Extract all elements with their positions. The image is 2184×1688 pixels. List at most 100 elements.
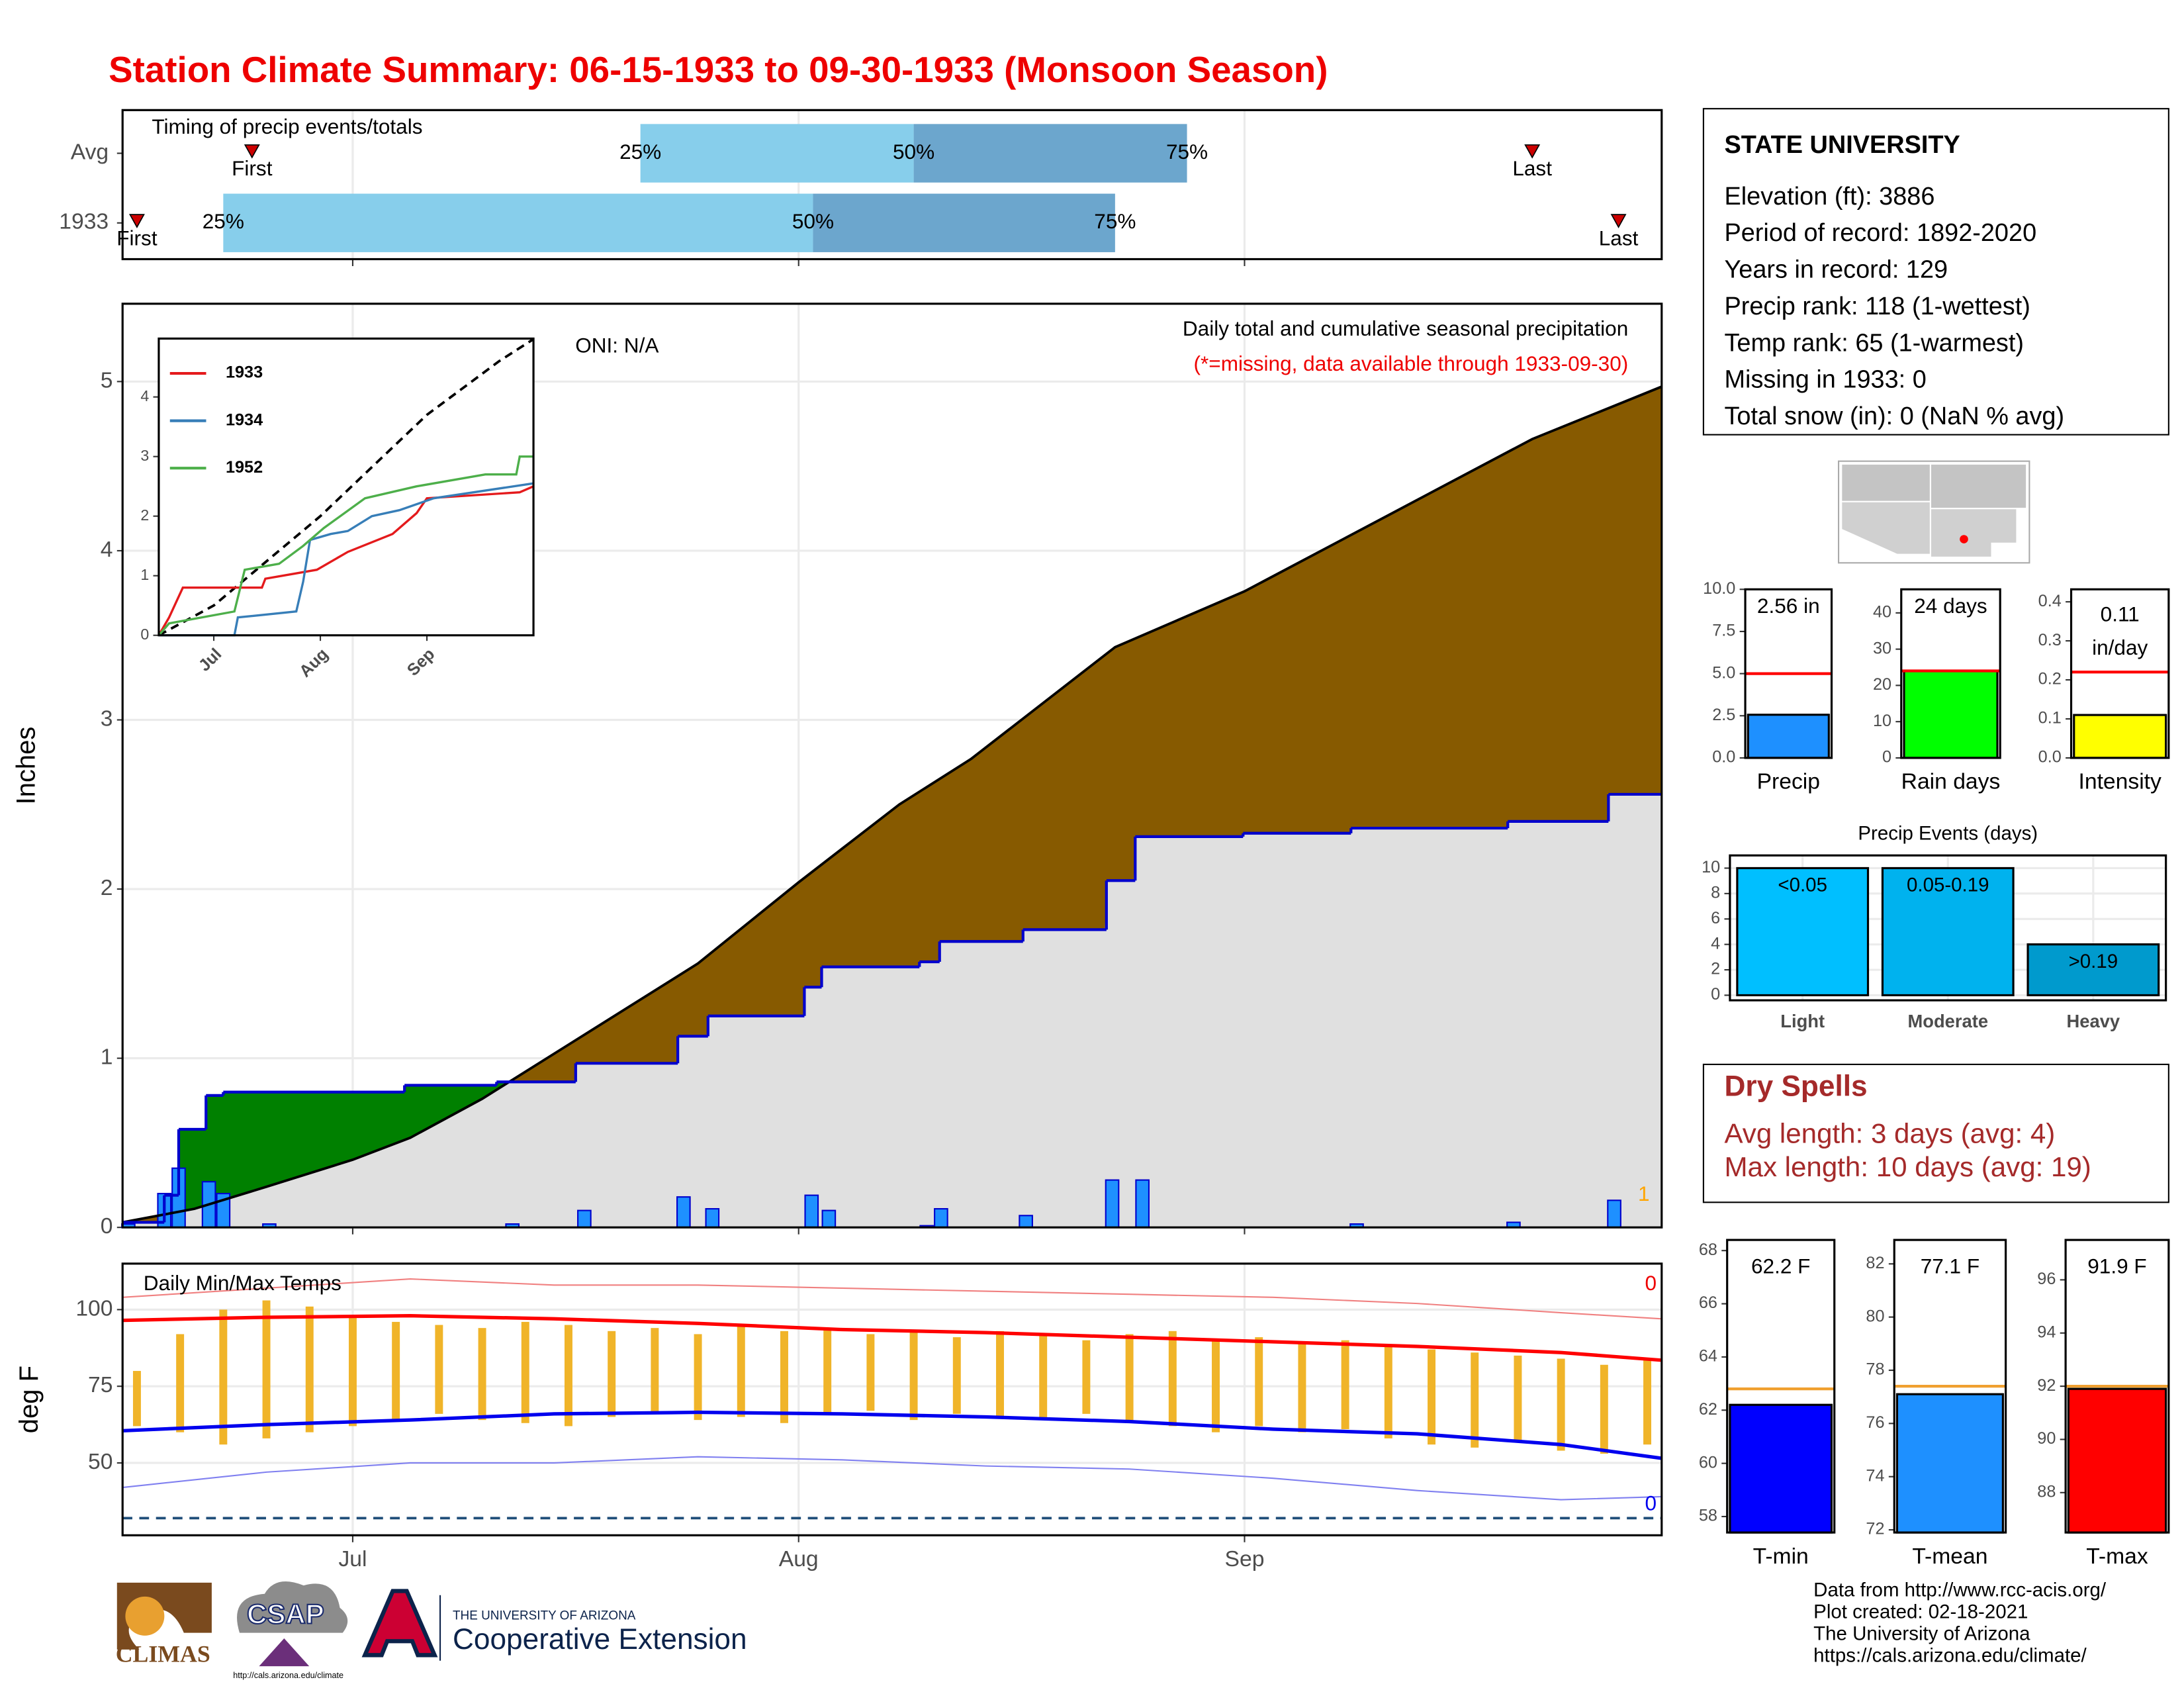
y-axis-title: deg F	[15, 1366, 44, 1433]
event-marker	[128, 214, 145, 228]
bin-label: 0.05-0.19	[1907, 874, 1989, 896]
daily-range	[1514, 1355, 1522, 1442]
csap-cloud	[237, 1581, 348, 1633]
station-dot	[1960, 535, 1968, 543]
bar	[1736, 867, 1870, 997]
daily-range	[1212, 1340, 1220, 1432]
summary-bar	[2067, 1387, 2167, 1534]
daily-range	[132, 1371, 141, 1427]
daily-range	[909, 1331, 918, 1421]
bin-label: >0.19	[2069, 951, 2118, 972]
station-line: Period of record: 1892-2020	[1724, 219, 2036, 247]
x-tick-label: Sep	[1225, 1547, 1265, 1571]
y-tick-label: 75	[88, 1373, 113, 1397]
daily-range	[219, 1309, 228, 1445]
dry-spells-title: Dry Spells	[1724, 1070, 1867, 1102]
station-title: STATE UNIVERSITY	[1724, 131, 1960, 159]
unit-label: in/day	[2092, 635, 2148, 659]
daily-bar	[705, 1208, 720, 1229]
footer-line: https://cals.arizona.edu/climate/	[1813, 1644, 2087, 1666]
dry-spells-line: Max length: 10 days (avg: 19)	[1724, 1151, 2091, 1182]
base-area	[122, 794, 1662, 1228]
y-tick-label: 62	[1699, 1400, 1717, 1419]
daily-bar	[934, 1208, 948, 1229]
daily-range	[608, 1331, 616, 1417]
daily-range	[1428, 1349, 1436, 1445]
y-tick-label: 4	[140, 387, 149, 404]
footer-line: The University of Arizona	[1813, 1622, 2030, 1644]
y-tick-label: 58	[1699, 1507, 1717, 1525]
daily-range	[1384, 1346, 1392, 1438]
daily-range	[392, 1321, 400, 1421]
daily-range	[780, 1331, 788, 1423]
page-title: Station Climate Summary: 06-15-1933 to 0…	[109, 49, 1328, 90]
quartile-bar	[913, 124, 1187, 183]
temp-line	[122, 1410, 1662, 1460]
y-tick-label: 10.0	[1703, 579, 1735, 598]
event-label: First	[232, 156, 273, 180]
quartile-label: 25%	[619, 140, 661, 164]
inset-bg	[158, 338, 534, 635]
quartile-bar	[223, 193, 813, 252]
dry-spells-line: Avg length: 3 days (avg: 4)	[1724, 1117, 2055, 1149]
summary-border	[2070, 588, 2170, 759]
ua-a	[361, 1589, 438, 1658]
y-tick-label: 0.3	[2038, 631, 2062, 649]
map-state	[1841, 463, 1932, 502]
daily-range	[1125, 1334, 1134, 1423]
station-box	[1702, 108, 2169, 436]
y-tick-label: 7.5	[1712, 622, 1735, 640]
ua-large: Cooperative Extension	[453, 1623, 747, 1656]
daily-range	[348, 1315, 357, 1427]
value-label: 24 days	[1914, 594, 1987, 618]
y-tick-label: 66	[1699, 1293, 1717, 1312]
y-tick-label: 20	[1873, 675, 1891, 694]
y-tick-label: 10	[1702, 858, 1720, 876]
y-tick-label: 5	[101, 368, 113, 393]
y-tick-label: 3	[101, 706, 113, 731]
legend-label: 1933	[226, 363, 263, 382]
y-tick-label: 2.5	[1712, 706, 1735, 724]
panel-frame	[121, 109, 1663, 261]
daily-range	[521, 1321, 529, 1423]
footer-line: Data from http://www.rcc-acis.org/	[1813, 1579, 2107, 1601]
category-label: T-min	[1753, 1544, 1809, 1569]
locator-map	[1838, 460, 2030, 564]
event-marker	[1524, 144, 1541, 159]
quartile-bar	[813, 193, 1115, 252]
y-tick-label: 0.2	[2038, 670, 2062, 688]
station-line: Missing in 1933: 0	[1724, 366, 1926, 394]
quartile-label: 25%	[203, 209, 244, 233]
y-tick-label: 30	[1873, 639, 1891, 657]
x-tick-label: Aug	[779, 1547, 819, 1571]
chart-title: Daily total and cumulative seasonal prec…	[1183, 316, 1628, 340]
legend-label: 1952	[226, 458, 263, 477]
category-label: T-max	[2086, 1544, 2148, 1569]
y-tick-label: 4	[1711, 934, 1720, 953]
x-tick-label: Moderate	[1907, 1011, 1988, 1031]
daily-range	[1039, 1334, 1048, 1421]
y-tick-label: 92	[2037, 1376, 2056, 1395]
csap-mountain	[259, 1638, 310, 1667]
category-label: T-mean	[1912, 1544, 1987, 1569]
record-low-count: 0	[1645, 1491, 1657, 1515]
daily-range	[996, 1331, 1004, 1417]
summary-border	[2064, 1239, 2170, 1534]
daily-range	[1168, 1331, 1177, 1427]
y-tick-label: 94	[2037, 1323, 2056, 1341]
station-line: Precip rank: 118 (1-wettest)	[1724, 293, 2030, 320]
event-marker	[1610, 214, 1627, 228]
map-state	[1929, 463, 2028, 510]
quartile-label: 50%	[792, 209, 834, 233]
daily-range	[651, 1328, 659, 1414]
quartile-label: 75%	[1094, 209, 1136, 233]
y-tick-label: 0.0	[1712, 748, 1735, 767]
record-high-count: 0	[1645, 1271, 1657, 1295]
chart-subtitle: (*=missing, data available through 1933-…	[1194, 352, 1629, 375]
daily-bar	[1607, 1199, 1621, 1229]
inset-frame	[158, 337, 535, 637]
missing-count: 1	[1638, 1182, 1650, 1205]
category-label: Precip	[1757, 770, 1820, 794]
legend-label: 1934	[226, 410, 263, 429]
